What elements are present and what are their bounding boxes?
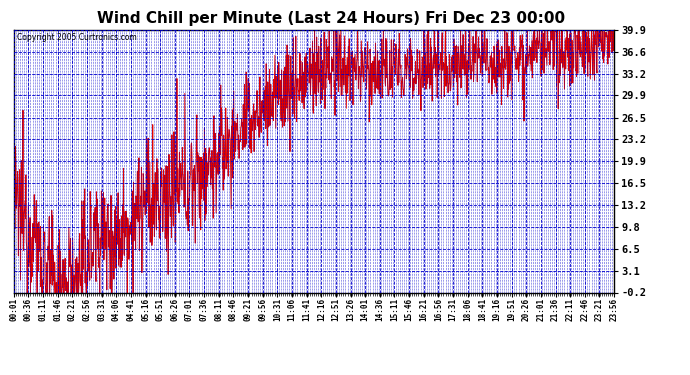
Text: Copyright 2005 Curtronics.com: Copyright 2005 Curtronics.com [17, 33, 137, 42]
Text: Wind Chill per Minute (Last 24 Hours) Fri Dec 23 00:00: Wind Chill per Minute (Last 24 Hours) Fr… [97, 11, 565, 26]
